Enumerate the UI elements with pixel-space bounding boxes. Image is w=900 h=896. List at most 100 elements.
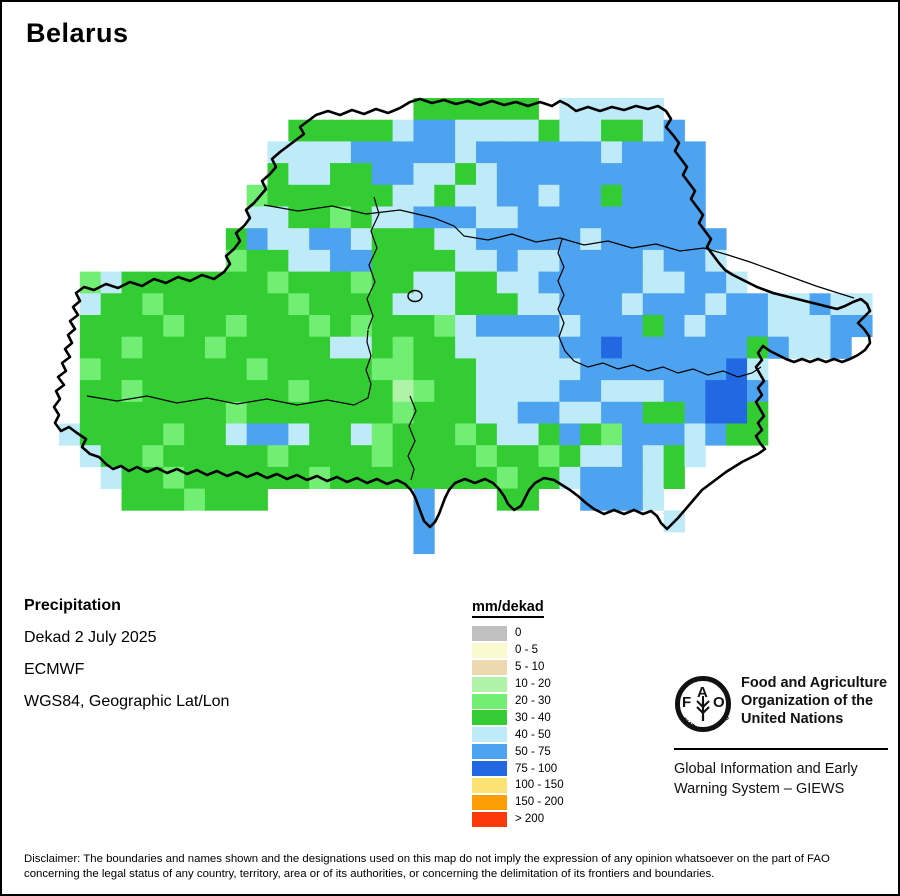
map-cell <box>163 336 185 359</box>
map-cell <box>309 141 331 164</box>
map-cell <box>371 466 393 489</box>
map-cell <box>288 315 310 338</box>
info-source: ECMWF <box>24 661 85 678</box>
map-cell <box>809 336 831 359</box>
map-cell <box>330 228 352 251</box>
map-cell <box>517 488 539 511</box>
info-heading: Precipitation <box>24 597 121 614</box>
map-cell <box>621 315 644 338</box>
map-cell <box>663 380 685 403</box>
legend-row: 50 - 75 <box>472 743 564 760</box>
map-cell <box>621 249 644 272</box>
map-cell <box>79 271 102 294</box>
map-cell <box>747 315 769 338</box>
map-cell <box>100 466 122 489</box>
map-cell <box>496 358 519 381</box>
map-cell <box>79 358 102 381</box>
map-cell <box>455 401 477 424</box>
map-cell <box>330 206 352 229</box>
map-cell <box>705 315 727 338</box>
map-cell <box>621 423 644 446</box>
map-cell <box>642 119 665 142</box>
map-cell <box>642 206 665 229</box>
map-cell <box>330 249 352 272</box>
map-cell <box>288 249 310 272</box>
map-cell <box>225 488 248 511</box>
map-cell <box>330 184 352 207</box>
map-cell <box>330 293 352 316</box>
legend-swatch <box>472 811 507 827</box>
map-cell <box>392 141 414 164</box>
map-cell <box>538 358 560 381</box>
map-cell <box>288 336 310 359</box>
map-cell <box>100 401 122 424</box>
disclaimer-line: concerning the legal status of any count… <box>24 867 715 880</box>
map-cell <box>726 380 748 403</box>
map-cell <box>121 488 143 511</box>
map-cell <box>517 423 539 446</box>
map-cell <box>100 293 122 316</box>
map-cell <box>204 271 227 294</box>
map-cell <box>538 315 560 338</box>
legend-label: 100 - 150 <box>515 779 564 792</box>
map-cell <box>601 401 623 424</box>
map-cell <box>538 445 560 468</box>
map-cell <box>601 488 623 511</box>
map-cell <box>726 358 748 381</box>
map-cell <box>705 271 727 294</box>
map-cell <box>392 228 414 251</box>
map-cell <box>559 336 581 359</box>
legend-row: 40 - 50 <box>472 726 564 743</box>
map-cell <box>350 380 373 403</box>
map-cell <box>705 293 727 316</box>
internal-boundary <box>407 395 417 481</box>
map-cell <box>371 423 393 446</box>
legend-label: 75 - 100 <box>515 762 558 775</box>
map-cell <box>246 206 268 229</box>
map-cell <box>267 401 289 424</box>
map-cell <box>309 206 331 229</box>
map-cell <box>79 293 102 316</box>
map-cell <box>371 336 393 359</box>
map-cell <box>100 423 122 446</box>
internal-boundary <box>366 196 380 330</box>
map-cell <box>184 336 206 359</box>
map-cell <box>267 228 289 251</box>
map-cell <box>267 466 289 489</box>
map-cell <box>517 466 539 489</box>
map-cell <box>476 358 498 381</box>
map-cell <box>621 119 644 142</box>
map-cell <box>204 380 227 403</box>
map-cell <box>434 228 456 251</box>
legend-label: 5 - 10 <box>515 661 545 674</box>
map-cell <box>288 184 310 207</box>
map-cell <box>434 206 456 229</box>
map-cell <box>79 401 102 424</box>
map-cell <box>642 336 665 359</box>
legend-swatch <box>472 794 507 810</box>
map-cell <box>538 271 560 294</box>
map-cell <box>705 423 727 446</box>
map-cell <box>455 293 477 316</box>
map-cell <box>225 401 248 424</box>
map-cell <box>121 423 143 446</box>
map-cell <box>601 206 623 229</box>
map-cell <box>309 380 331 403</box>
map-cell <box>705 401 727 424</box>
map-cell <box>204 315 227 338</box>
map-cell <box>392 249 414 272</box>
map-cell <box>413 336 435 359</box>
map-cell <box>330 380 352 403</box>
internal-boundary <box>263 204 855 299</box>
map-cell <box>559 293 581 316</box>
map-cell <box>371 445 393 468</box>
map-cell <box>350 271 373 294</box>
map-cell <box>517 336 539 359</box>
map-cell <box>163 445 185 468</box>
map-cell <box>621 184 644 207</box>
map-cell <box>225 423 248 446</box>
map-cell <box>371 206 393 229</box>
map-cell <box>663 445 685 468</box>
map-cell <box>726 315 748 338</box>
